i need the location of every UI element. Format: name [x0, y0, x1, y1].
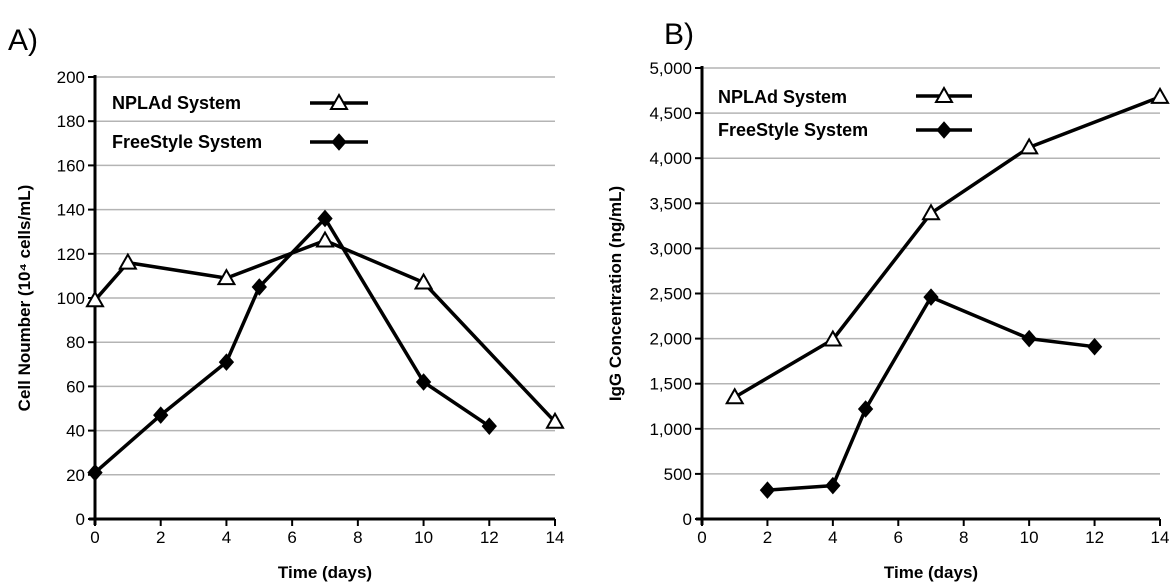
legend-label: NPLAd System: [718, 87, 847, 107]
x-tick-label: 6: [287, 528, 296, 547]
y-axis-title: Cell Noumber (10⁴ cells/mL): [15, 185, 34, 412]
y-tick-label: 3,500: [649, 194, 692, 213]
x-tick-label: 0: [697, 528, 706, 547]
series-line: [93, 216, 491, 474]
x-axis-title: Time (days): [278, 563, 372, 582]
panel-label: A): [8, 24, 38, 57]
legend-marker: [329, 92, 349, 110]
legend-label: FreeStyle System: [112, 132, 262, 152]
y-axis-title: IgG Concentration (ng/mL): [606, 186, 625, 401]
legend-marker: [934, 85, 954, 103]
y-tick-label: 180: [57, 112, 85, 131]
x-tick-label: 2: [156, 528, 165, 547]
y-tick-label: 20: [66, 466, 85, 485]
data-point: [825, 476, 841, 495]
y-tick-label: 60: [66, 377, 85, 396]
data-point: [545, 411, 565, 429]
panel-label: B): [664, 18, 694, 51]
y-tick-label: 2,500: [649, 285, 692, 304]
y-tick-label: 200: [57, 68, 85, 87]
y-tick-label: 140: [57, 201, 85, 220]
x-tick-label: 0: [90, 528, 99, 547]
x-tick-label: 2: [763, 528, 772, 547]
y-tick-label: 80: [66, 333, 85, 352]
data-point: [1150, 86, 1170, 104]
x-tick-label: 8: [959, 528, 968, 547]
data-point: [317, 209, 333, 228]
y-tick-label: 0: [76, 510, 85, 529]
data-point: [1019, 137, 1039, 155]
legend-label: NPLAd System: [112, 93, 241, 113]
data-point: [481, 417, 497, 435]
data-point: [413, 272, 434, 290]
x-tick-label: 12: [1085, 528, 1104, 547]
y-tick-label: 500: [664, 465, 692, 484]
y-tick-label: 4,000: [649, 149, 692, 168]
data-point: [823, 329, 843, 347]
data-point: [218, 353, 235, 371]
data-point: [857, 400, 874, 418]
x-tick-label: 6: [894, 528, 903, 547]
data-point: [923, 288, 939, 306]
data-point: [251, 278, 267, 296]
data-point: [724, 387, 745, 405]
legend-marker: [936, 121, 952, 139]
y-tick-label: 1,000: [649, 420, 692, 439]
data-point: [415, 373, 432, 391]
x-tick-label: 4: [828, 528, 837, 547]
data-point: [921, 203, 941, 221]
data-point: [759, 481, 776, 499]
data-point: [85, 290, 105, 308]
x-tick-label: 8: [353, 528, 362, 547]
y-tick-label: 0: [683, 510, 692, 529]
data-point: [216, 268, 237, 286]
x-tick-label: 10: [1020, 528, 1039, 547]
y-tick-label: 5,000: [649, 59, 692, 78]
y-tick-label: 40: [66, 422, 85, 441]
data-point: [153, 406, 169, 424]
x-axis-title: Time (days): [884, 563, 978, 582]
series-line: [767, 295, 1095, 492]
x-tick-label: 10: [414, 528, 433, 547]
x-tick-label: 14: [1151, 528, 1170, 547]
data-point: [315, 230, 335, 248]
y-tick-label: 1,500: [649, 375, 692, 394]
y-tick-label: 3,000: [649, 239, 692, 258]
y-tick-label: 4,500: [649, 104, 692, 123]
x-tick-label: 12: [480, 528, 499, 547]
series-line: [93, 238, 557, 424]
y-tick-label: 160: [57, 156, 85, 175]
data-point: [1021, 329, 1037, 348]
data-point: [1086, 337, 1103, 356]
data-point: [87, 463, 103, 482]
x-tick-label: 4: [222, 528, 231, 547]
y-tick-label: 100: [57, 289, 85, 308]
y-tick-label: 2,000: [649, 330, 692, 349]
x-tick-label: 14: [546, 528, 565, 547]
y-tick-label: 120: [57, 245, 85, 264]
legend-marker: [331, 133, 347, 151]
data-point: [118, 252, 138, 270]
legend-label: FreeStyle System: [718, 120, 868, 140]
